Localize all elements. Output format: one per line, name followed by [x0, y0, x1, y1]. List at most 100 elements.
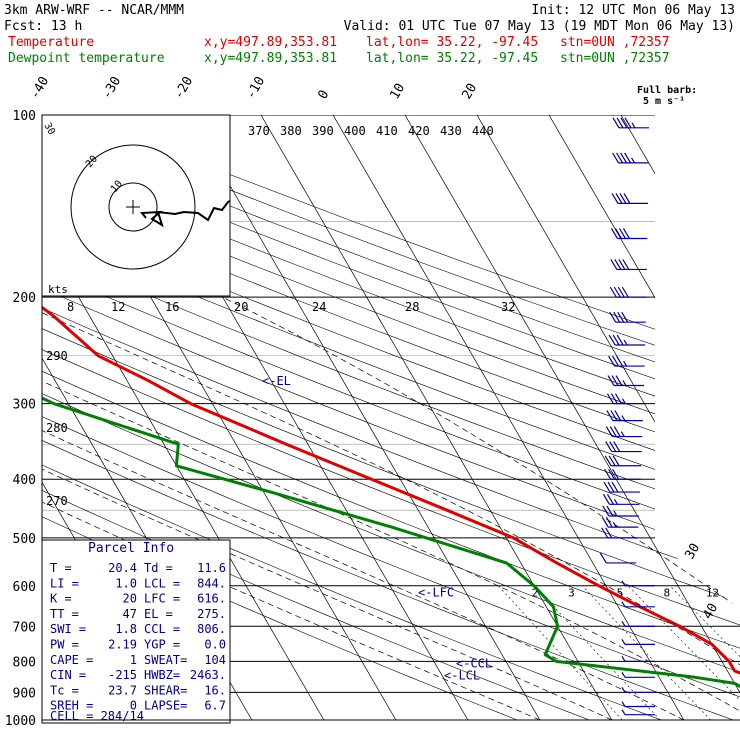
wind-barb: [609, 311, 646, 323]
parcel-info-cell: SWEAT=: [144, 653, 187, 667]
wind-barb-flag: [603, 481, 611, 493]
wind-barb-half-flag: [622, 380, 627, 386]
wind-barb-flag: [613, 311, 621, 323]
wind-barb: [611, 193, 648, 205]
wind-barb: [606, 410, 643, 422]
dry-adiabat-line: [42, 115, 740, 720]
wind-barb-flag: [617, 311, 625, 323]
mixing-ratio-label: 8: [664, 587, 671, 600]
wind-barb: [601, 527, 638, 539]
wind-barb: [609, 286, 647, 298]
dry-adiabat-line: [42, 115, 740, 720]
dry-adiabat-line: [42, 115, 740, 720]
wind-barb-flag: [616, 152, 624, 164]
wind-barb-flag: [616, 355, 624, 367]
wind-barb: [605, 426, 643, 438]
wind-barb-half-flag: [621, 415, 626, 421]
barb-legend-unit: 5 m s⁻¹: [643, 96, 685, 107]
pressure-tick-label: 600: [13, 580, 36, 595]
parcel-info-cell: 1.0: [115, 576, 137, 590]
wind-barb-flag: [609, 311, 617, 323]
parcel-info-cell: 0: [130, 699, 137, 713]
wind-barb-flag: [611, 193, 619, 204]
wind-barb-flag: [614, 393, 622, 404]
theta-side-label: 290: [46, 349, 68, 363]
wind-barb-flag: [610, 410, 618, 421]
wind-barb-half-flag: [631, 157, 636, 164]
dry-adiabat-line: [42, 115, 740, 720]
isotherm-label: -20: [171, 74, 196, 102]
wind-barb-flag: [612, 334, 620, 346]
wind-barb-flag: [607, 375, 615, 386]
wind-barb-flag: [610, 228, 618, 239]
wind-barb-flag: [618, 228, 626, 239]
wind-barb-flag: [599, 552, 607, 564]
wind-barb-half-flag: [621, 601, 626, 608]
temperature-label: Temperature: [8, 35, 94, 50]
parcel-info-cell: 23.7: [108, 683, 137, 697]
hodo-speed-label: 32: [501, 300, 515, 314]
wind-barb-flag: [609, 441, 617, 452]
wind-barb-half-flag: [621, 398, 626, 404]
wind-barb-flag: [612, 355, 620, 367]
parcel-info-cell: EL =: [144, 607, 173, 621]
isotherm-label: 0: [315, 88, 332, 102]
wind-barb-flag: [610, 259, 618, 270]
wind-barb-flag: [608, 355, 616, 367]
dewpoint-xy: x,y=497.89,353.81: [204, 51, 337, 66]
hodograph-ring-outer: [70, 144, 196, 270]
wind-barb: [612, 152, 649, 164]
wind-barb-flag: [609, 286, 617, 298]
wind-barb-flag: [606, 410, 614, 421]
plot-frame: [41, 115, 740, 721]
dewpoint-latlon: lat,lon= 35.22, -97.45: [366, 51, 538, 66]
wind-barb-flag: [601, 516, 609, 528]
parcel-info-cell: 2463.: [190, 668, 226, 682]
moist-adiabat-line: [222, 296, 740, 720]
parcel-info-cell: 104: [204, 653, 226, 667]
wind-barb-half-flag: [621, 671, 626, 678]
wind-barb-flag: [615, 193, 623, 204]
parcel-info-cell: 20: [123, 592, 137, 606]
wind-barb-flag: [623, 193, 631, 204]
wind-barb-half-flag: [620, 431, 625, 437]
wind-barb-flag: [608, 468, 616, 480]
hodograph-trace: [140, 199, 230, 228]
wind-barb: [610, 228, 648, 240]
wind-barb-flag: [611, 481, 619, 493]
mixing-ratio-line: [581, 585, 711, 720]
wind-barb-flag: [605, 426, 613, 437]
parcel-info-cell: 1: [130, 653, 137, 667]
wind-barb-flag: [602, 493, 610, 505]
moist-adiabat-line: [42, 296, 685, 720]
wind-barb-flag: [616, 117, 624, 129]
parcel-info-cell: 20.4: [108, 561, 137, 575]
theta-label: 430: [440, 124, 462, 138]
isotherm-line: [260, 115, 613, 720]
mixing-ratio-line: [498, 585, 623, 720]
parcel-info-cell: Tc =: [50, 683, 79, 697]
hodo-speed-label: 12: [111, 300, 125, 314]
wind-barb-flag: [614, 228, 622, 239]
theta-label: 420: [408, 124, 430, 138]
pressure-tick-label: 300: [13, 398, 36, 413]
parcel-info-cell: HWBZ=: [144, 668, 180, 682]
wind-barb-half-flag: [621, 656, 626, 662]
wind-barb-flag: [609, 426, 617, 437]
dry-adiabat-line: [42, 115, 740, 720]
parcel-info-cell: 6.7: [204, 699, 226, 713]
isotherm-line: [620, 115, 740, 720]
wind-barb-flag: [624, 152, 632, 164]
parcel-info-cell: 275.: [197, 607, 226, 621]
isotherm-line: [332, 115, 685, 720]
parcel-info-cell: Td =: [144, 561, 173, 575]
mixing-ratio-line: [669, 585, 740, 720]
wind-barb-flag: [606, 393, 614, 404]
mixing-ratio-line: [724, 585, 740, 720]
wind-barb-flag: [624, 117, 632, 129]
wind-barb-half-flag: [623, 360, 628, 367]
parcel-info-cell: 16.: [204, 683, 226, 697]
level-marker: <-EL: [262, 374, 291, 388]
parcel-info-box: Parcel Info T = 20.4 Td = 11.6 LI = 1.0 LCL = 8…: [41, 539, 231, 724]
